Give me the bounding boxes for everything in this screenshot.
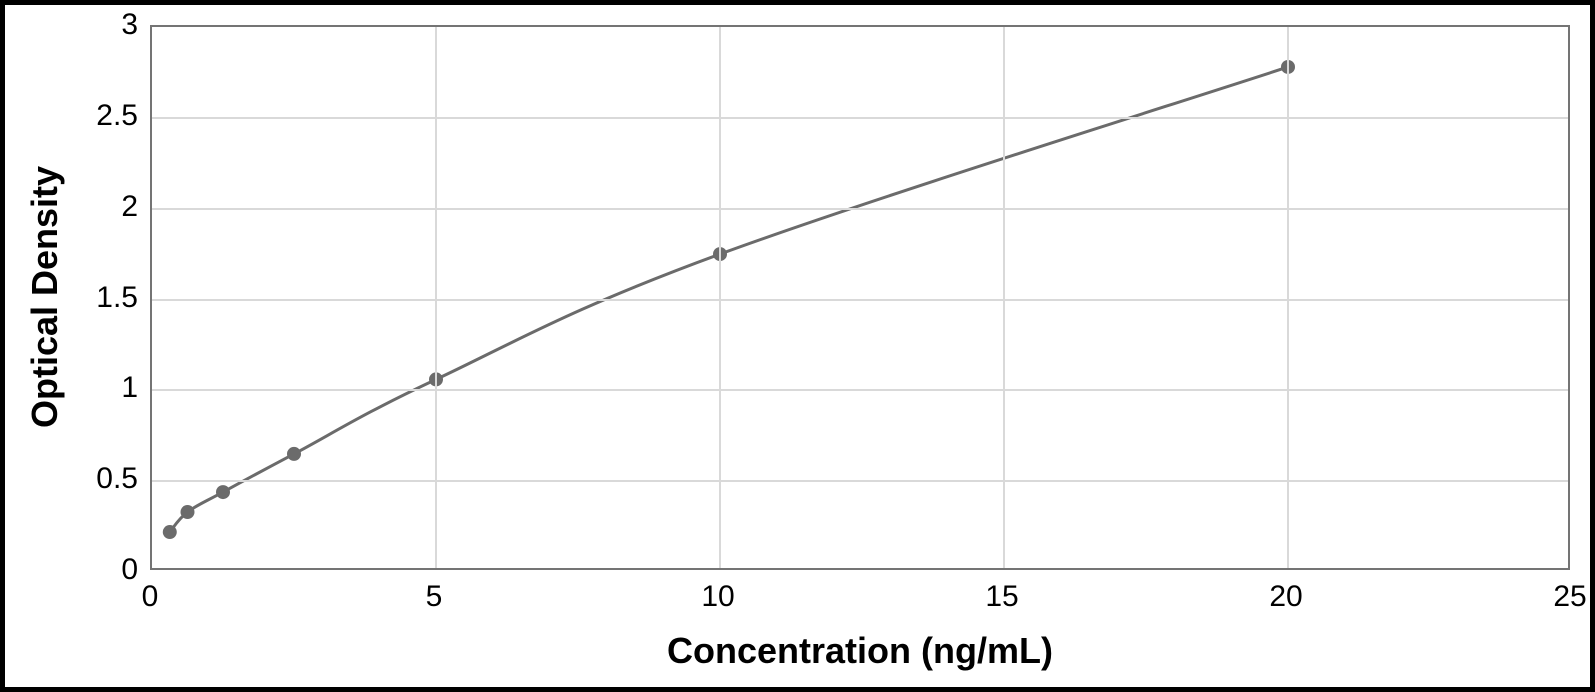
line-series	[152, 27, 1568, 568]
data-point	[163, 525, 177, 539]
y-tick-label: 2	[121, 190, 138, 224]
y-tick-label: 3	[121, 8, 138, 42]
grid-line-horizontal	[152, 117, 1568, 119]
data-point	[216, 485, 230, 499]
plot-area	[150, 25, 1570, 570]
y-tick-label: 1.5	[96, 281, 138, 315]
x-tick-label: 10	[701, 580, 734, 614]
x-tick-label: 15	[985, 580, 1018, 614]
x-axis-title: Concentration (ng/mL)	[667, 630, 1053, 672]
grid-line-horizontal	[152, 480, 1568, 482]
x-tick-labels: 0510152025	[150, 570, 1570, 620]
grid-line-vertical	[719, 27, 721, 568]
grid-line-vertical	[1003, 27, 1005, 568]
grid-line-horizontal	[152, 299, 1568, 301]
x-tick-label: 25	[1553, 580, 1586, 614]
data-point	[181, 505, 195, 519]
y-tick-label: 2.5	[96, 99, 138, 133]
y-tick-label: 0.5	[96, 462, 138, 496]
x-tick-label: 20	[1269, 580, 1302, 614]
x-tick-label: 5	[426, 580, 443, 614]
data-point	[287, 447, 301, 461]
grid-line-vertical	[1287, 27, 1289, 568]
grid-line-vertical	[435, 27, 437, 568]
grid-line-horizontal	[152, 389, 1568, 391]
chart-outer-frame: 0 5 10 15 20 25 0 0.5 1 1.5 2 2.5 3 Concentration (…	[0, 0, 1595, 692]
grid-line-horizontal	[152, 208, 1568, 210]
y-tick-label: 1	[121, 371, 138, 405]
y-axis-title: Optical Density	[24, 166, 66, 428]
y-tick-label: 0	[121, 553, 138, 587]
x-tick-label: 0	[142, 580, 159, 614]
